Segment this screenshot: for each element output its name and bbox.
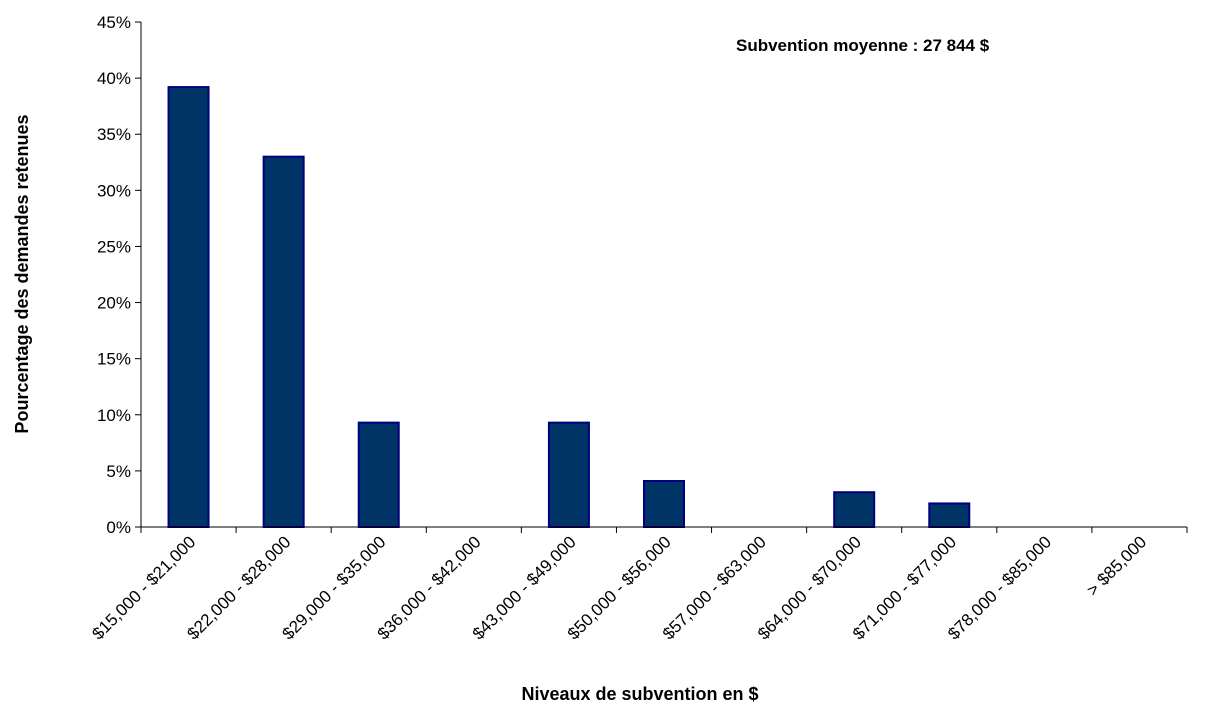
x-tick-label: $57,000 - $63,000 (659, 532, 770, 643)
x-tick-label: > $85,000 (1083, 532, 1150, 599)
y-tick-label: 20% (97, 294, 131, 313)
x-tick-label: $50,000 - $56,000 (564, 532, 675, 643)
y-tick-label: 25% (97, 237, 131, 256)
bar (169, 87, 209, 527)
y-tick-label: 15% (97, 350, 131, 369)
bars (169, 87, 970, 527)
bar (929, 503, 969, 527)
x-tick-label: $43,000 - $49,000 (469, 532, 580, 643)
y-axis-ticks: 0% 5% 10% 15% 20% 25% 30% 35% 40% 45% (97, 13, 141, 537)
average-annotation: Subvention moyenne : 27 844 $ (736, 36, 990, 55)
x-axis-title: Niveaux de subvention en $ (521, 684, 758, 704)
x-axis-ticks: $15,000 - $21,000$22,000 - $28,000$29,00… (88, 527, 1187, 643)
bar (549, 423, 589, 527)
y-tick-label: 45% (97, 13, 131, 32)
bar (264, 157, 304, 527)
x-tick-label: $64,000 - $70,000 (754, 532, 865, 643)
x-tick-label: $78,000 - $85,000 (944, 532, 1055, 643)
bar (359, 423, 399, 527)
y-tick-label: 40% (97, 69, 131, 88)
x-tick-label: $15,000 - $21,000 (88, 532, 199, 643)
x-tick-label: $36,000 - $42,000 (374, 532, 485, 643)
y-tick-label: 5% (106, 462, 131, 481)
x-tick-label: $29,000 - $35,000 (279, 532, 390, 643)
x-tick-label: $22,000 - $28,000 (183, 532, 294, 643)
y-tick-label: 30% (97, 181, 131, 200)
y-axis-title: Pourcentage des demandes retenues (12, 114, 32, 433)
x-tick-label: $71,000 - $77,000 (849, 532, 960, 643)
y-tick-label: 0% (106, 518, 131, 537)
y-tick-label: 35% (97, 125, 131, 144)
y-tick-label: 10% (97, 406, 131, 425)
bar (834, 492, 874, 527)
bar (644, 481, 684, 527)
